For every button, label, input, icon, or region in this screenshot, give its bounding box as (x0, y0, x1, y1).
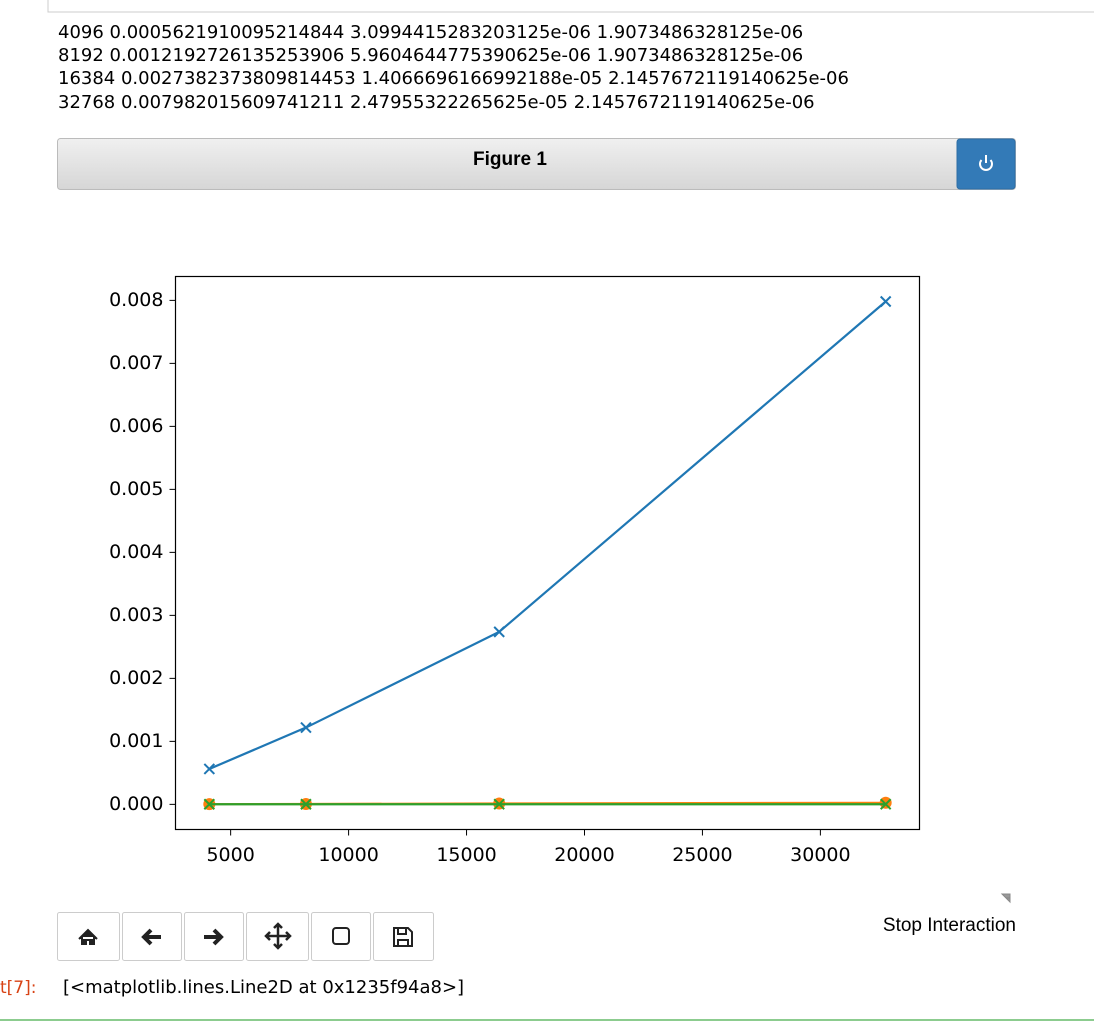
y-tick-label: 0.000 (109, 793, 163, 815)
home-button[interactable] (57, 912, 120, 961)
marker (879, 295, 892, 308)
y-tick-label: 0.003 (109, 604, 163, 626)
figure-title: Figure 1 (473, 149, 547, 170)
marker (493, 798, 505, 810)
y-tick-label: 0.005 (109, 478, 163, 500)
power-button[interactable] (956, 138, 1016, 190)
output-line: 16384 0.0027382373809814453 1.4066696166… (58, 68, 849, 89)
resize-handle[interactable] (1000, 893, 1011, 904)
marker (879, 798, 892, 810)
back-button[interactable] (122, 912, 182, 961)
marker (203, 798, 216, 810)
y-tick-label: 0.004 (109, 541, 163, 563)
toolbar (57, 912, 434, 961)
out-text: [<matplotlib.lines.Line2D at 0x1235f94a8… (63, 977, 464, 998)
output-line: 8192 0.0012192726135253906 5.96046447753… (58, 45, 803, 66)
x-tick-label: 30000 (790, 844, 850, 866)
out-prompt: t[7]: (0, 978, 36, 998)
x-tick-label: 10000 (318, 844, 378, 866)
x-tick-label: 5000 (206, 844, 254, 866)
y-tick-label: 0.007 (109, 352, 163, 374)
y-tick-label: 0.006 (109, 415, 163, 437)
cell-border (47, 0, 1094, 13)
zoom-button[interactable] (311, 912, 371, 961)
plot: 5000 10000 15000 20000 25000 30000 0.000 0.001 0… (109, 289, 892, 866)
output-line: 32768 0.007982015609741211 2.47955322265… (58, 92, 815, 113)
series-line (208, 300, 887, 770)
marker (203, 763, 216, 775)
axes-frame (174, 275, 921, 831)
marker (300, 721, 312, 734)
marker (300, 798, 312, 810)
x-tick-label: 15000 (436, 844, 496, 866)
marker (493, 626, 505, 638)
pan-button[interactable] (246, 912, 309, 961)
x-tick-label: 20000 (554, 844, 614, 866)
x-tick-label: 25000 (672, 844, 732, 866)
stop-interaction[interactable]: Stop Interaction (883, 915, 1016, 936)
y-tick-label: 0.001 (109, 730, 163, 752)
output-line: 4096 0.0005621910095214844 3.09944152832… (58, 22, 803, 43)
marker (879, 796, 892, 809)
forward-button[interactable] (184, 912, 244, 961)
save-button[interactable] (373, 912, 434, 961)
y-tick-label: 0.002 (109, 667, 163, 689)
y-tick-label: 0.008 (109, 289, 163, 311)
